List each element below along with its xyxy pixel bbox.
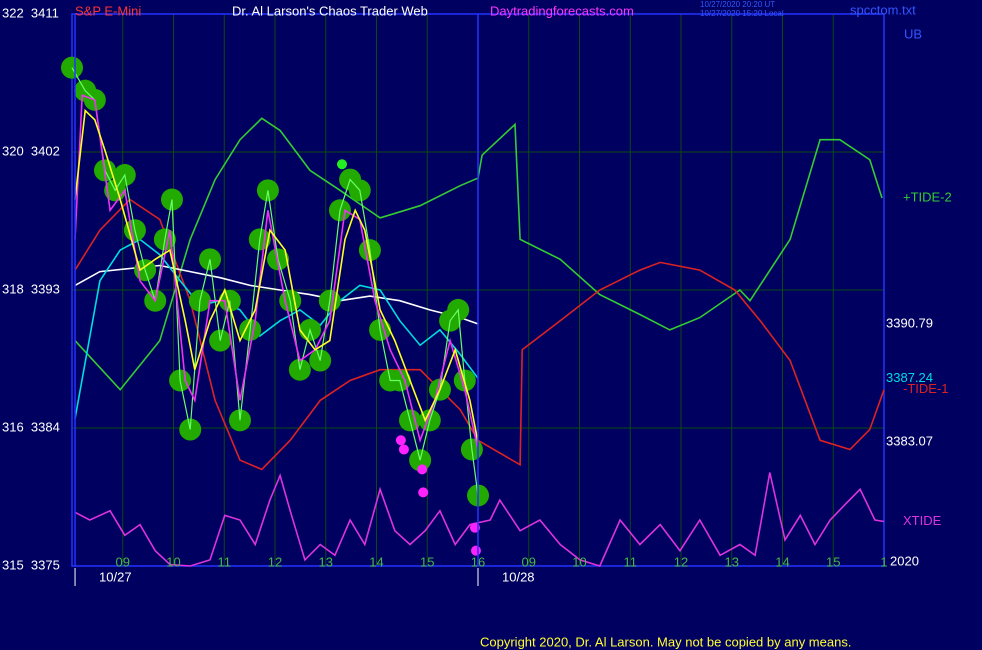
y-tick-label: 316 3384	[2, 419, 60, 434]
last-value-label: 3387.24	[886, 370, 933, 385]
x-tick-label: 12	[674, 554, 688, 569]
x-tick-label: 09	[116, 554, 130, 569]
legend-entry: +TIDE-2	[903, 189, 952, 204]
y-tick-label: 320 3402	[2, 143, 60, 158]
x-tick-label: 09	[522, 554, 536, 569]
x-tick-label: 11	[624, 554, 638, 569]
marker-dot	[398, 444, 409, 455]
chart-title: Dr. Al Larson's Chaos Trader Web	[232, 3, 428, 18]
series-line	[74, 472, 885, 567]
y-tick-label: 315 3375	[2, 557, 60, 572]
x-tick-label: 15	[826, 554, 840, 569]
timestamp: 10/27/2020 20:20 UT	[700, 0, 775, 9]
x-tick-label: 13	[319, 554, 333, 569]
price-circle	[61, 56, 83, 79]
last-value-label: 3390.79	[886, 315, 933, 330]
plot	[61, 56, 885, 567]
y-tick-label: 318 3393	[2, 281, 60, 296]
annotation: 2020	[890, 553, 919, 568]
marker-dot	[336, 159, 347, 170]
timestamp: 10/27/2020 15:20 Local	[700, 9, 784, 18]
date-label: 10/28	[502, 569, 535, 584]
x-tick-label: 15	[420, 554, 434, 569]
marker-dot	[418, 487, 429, 498]
x-tick-label: 13	[725, 554, 739, 569]
x-tick-label: 14	[369, 554, 383, 569]
x-tick-label: 11	[218, 554, 232, 569]
copyright: Copyright 2020, Dr. Al Larson. May not b…	[480, 634, 851, 649]
annotation: UB	[904, 26, 922, 41]
series-line	[74, 238, 479, 419]
marker-dot	[395, 435, 406, 446]
x-tick-label: 12	[268, 554, 282, 569]
site: Daytradingforecasts.com	[490, 3, 634, 18]
marker-dot	[417, 464, 428, 475]
symbol: S&P E-Mini	[75, 3, 141, 18]
x-tick-label: 14	[775, 554, 789, 569]
x-tick-label: 1	[880, 554, 887, 569]
x-tick-label: 10	[572, 554, 586, 569]
last-value-label: 3383.07	[886, 434, 933, 449]
y-tick-label: 322 3411	[2, 5, 59, 20]
series-line	[74, 108, 479, 443]
legend-entry: XTIDE	[903, 513, 942, 528]
legend-entry: -TIDE-1	[903, 381, 949, 396]
series-line	[74, 117, 883, 391]
file-name: spcctom.txt	[850, 2, 916, 17]
date-label: 10/27	[99, 569, 132, 584]
x-tick-label: 10	[166, 554, 180, 569]
